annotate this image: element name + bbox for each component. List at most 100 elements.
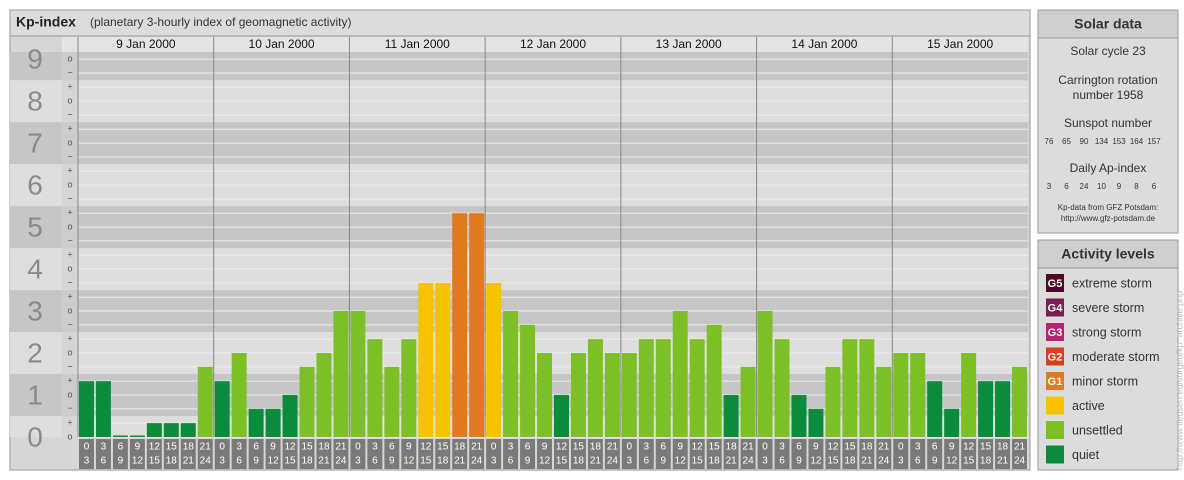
hour-label: 3	[508, 442, 514, 453]
bar	[638, 339, 654, 437]
hour-box	[469, 439, 485, 469]
legend-swatch	[1046, 298, 1064, 317]
solar-title: Solar data	[1074, 16, 1142, 32]
solar-title-bar	[1037, 9, 1179, 39]
bar	[723, 395, 739, 437]
hour-box	[706, 439, 722, 469]
bar	[1012, 366, 1027, 437]
hour-label: 18	[590, 442, 602, 453]
hour-box	[95, 439, 111, 469]
hour-label: 0	[355, 442, 361, 453]
sunspot-value: 76	[1045, 137, 1054, 146]
bar	[842, 339, 858, 437]
day-label: 15 Jan 2000	[927, 37, 993, 51]
legend-title: Activity levels	[1061, 246, 1155, 262]
bar	[910, 353, 926, 437]
y-minor-label: o	[67, 389, 72, 399]
bar	[774, 339, 790, 437]
hour-label: 12	[692, 442, 704, 453]
y-minor-label: o	[67, 137, 72, 147]
bar	[265, 408, 281, 437]
hour-box	[282, 439, 298, 469]
hour-label: 0	[219, 442, 225, 453]
y-minor-label: −	[67, 109, 72, 119]
hour-label: 12	[132, 456, 144, 467]
hour-label: 9	[542, 442, 548, 453]
bar	[570, 353, 586, 437]
hour-box	[486, 439, 502, 469]
hour-label: 3	[898, 456, 904, 467]
y-minor-label: −	[67, 361, 72, 371]
sunspot-value: 90	[1080, 137, 1089, 146]
hour-label: 21	[878, 442, 890, 453]
hour-label: 24	[607, 456, 619, 467]
hour-label: 24	[200, 456, 212, 467]
hour-box	[248, 439, 264, 469]
hour-label: 3	[101, 442, 107, 453]
hour-label: 15	[437, 442, 449, 453]
hour-label: 15	[844, 442, 856, 453]
bar	[740, 366, 756, 437]
bar	[469, 213, 485, 437]
hour-label: 3	[491, 456, 497, 467]
hour-label: 9	[118, 456, 124, 467]
hour-box	[825, 439, 841, 469]
hour-label: 15	[301, 442, 313, 453]
band	[10, 52, 1028, 81]
hour-label: 3	[236, 442, 242, 453]
hour-label: 18	[861, 442, 873, 453]
legend-label: extreme storm	[1072, 276, 1152, 290]
legend-label: active	[1072, 399, 1105, 413]
bar	[944, 408, 960, 437]
chart-title: Kp-index	[16, 14, 76, 30]
y-tick-label: 7	[27, 127, 43, 158]
hour-label: 0	[762, 442, 768, 453]
y-minor-label: −	[67, 67, 72, 77]
y-tick-label: 1	[27, 379, 43, 410]
bar	[248, 408, 264, 437]
legend-swatch	[1046, 421, 1064, 439]
legend-label: strong storm	[1072, 325, 1141, 339]
legend-swatch	[1046, 396, 1064, 415]
y-tick-label: 6	[27, 169, 43, 200]
day-label: 10 Jan 2000	[249, 37, 315, 51]
legend-title-bar	[1037, 239, 1179, 269]
hour-box	[842, 439, 858, 469]
hour-label: 0	[491, 442, 497, 453]
legend-label: moderate storm	[1072, 350, 1160, 364]
hour-box	[520, 439, 536, 469]
day-label: 14 Jan 2000	[791, 37, 857, 51]
hour-label: 3	[779, 442, 785, 453]
bar	[587, 339, 603, 437]
y-minor-label: −	[67, 235, 72, 245]
hour-label: 6	[101, 456, 107, 467]
bar	[486, 282, 502, 437]
bar	[503, 311, 519, 437]
bar	[316, 353, 332, 437]
hour-label: 21	[335, 442, 347, 453]
hour-label: 12	[810, 456, 822, 467]
legend-badge: G3	[1048, 327, 1063, 339]
hour-label: 15	[420, 456, 432, 467]
hour-label: 0	[627, 442, 633, 453]
bar	[231, 353, 247, 437]
ap-title: Daily Ap-index	[1070, 161, 1147, 175]
hour-box	[961, 439, 977, 469]
y-tick-label: 3	[27, 295, 43, 326]
y-minor-label: +	[67, 292, 72, 302]
hour-label: 15	[692, 456, 704, 467]
hour-label: 21	[726, 456, 738, 467]
bar	[197, 366, 213, 437]
source: Kp-data from GFZ Potsdam:	[1058, 203, 1158, 212]
hour-label: 3	[372, 442, 378, 453]
hour-box	[146, 439, 162, 469]
band	[10, 416, 1028, 437]
bar	[350, 311, 366, 437]
hour-label: 9	[406, 442, 412, 453]
bar	[757, 311, 773, 437]
hour-label: 24	[471, 456, 483, 467]
y-minor-label: +	[67, 82, 72, 92]
y-tick-label: 8	[27, 86, 43, 117]
watermark: http://www.tieusen.eu/surgeo/kp_archive.…	[1174, 291, 1184, 470]
